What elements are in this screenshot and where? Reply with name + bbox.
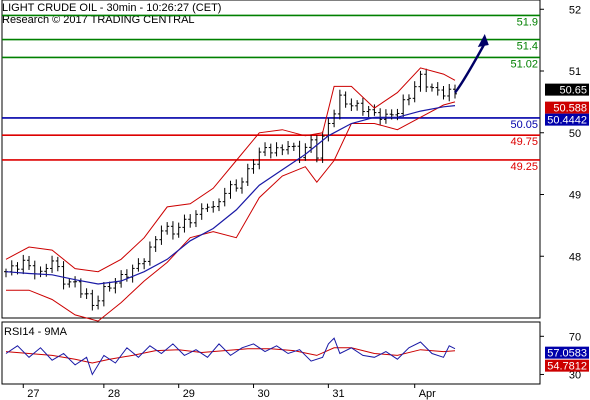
rsi-tick-label: 30 [569, 369, 581, 381]
upper-band-badge: 50.588 [553, 103, 587, 115]
date-label: 27 [27, 388, 39, 400]
rsi-ma-badge: 54.7812 [547, 361, 587, 373]
price-tick-label: 48 [569, 251, 581, 263]
date-label: 31 [332, 388, 344, 400]
level-label-51.4: 51.4 [517, 41, 538, 53]
last-price-badge: 50.65 [559, 85, 587, 97]
moving-average-badge-bg [545, 113, 589, 126]
projection-arrow-shaft [454, 44, 485, 94]
main-plot-frame [1, 0, 541, 319]
level-label-51.02: 51.02 [510, 58, 538, 70]
level-label-51.9: 51.9 [517, 16, 538, 28]
date-label: 28 [108, 388, 120, 400]
price-tick-label: 49 [569, 190, 581, 202]
rsi-tick-label: 70 [569, 331, 581, 343]
date-label: 29 [183, 388, 195, 400]
rsi-plot-frame [1, 321, 541, 385]
date-label: Apr [419, 388, 436, 400]
price-tick-label: 52 [569, 4, 581, 16]
upper-band-badge-bg [545, 101, 589, 114]
level-label-50.05: 50.05 [510, 119, 538, 131]
date-label: 30 [258, 388, 270, 400]
chart-subtitle: Research © 2017 TRADING CENTRAL [2, 14, 195, 26]
level-label-49.75: 49.75 [510, 136, 538, 148]
bollinger-upper-band [5, 67, 456, 273]
chart-title: LIGHT CRUDE OIL - 30min - 10:26:27 (CET) [2, 2, 222, 14]
rsi-value-badge: 57.0583 [547, 348, 587, 360]
price-tick-label: 50 [569, 128, 581, 140]
moving-average-line [5, 105, 456, 285]
projection-arrow-head [477, 34, 489, 48]
level-label-49.25: 49.25 [510, 161, 538, 173]
moving-average-badge: 50.4442 [547, 115, 587, 127]
rsi-title: RSI14 - 9MA [4, 326, 68, 338]
rsi-ma-line [5, 347, 456, 364]
rsi-line [5, 337, 456, 376]
price-tick-label: 51 [569, 66, 581, 78]
rsi-value-badge-bg [545, 346, 589, 359]
rsi-ma-badge-bg [545, 359, 589, 372]
bollinger-lower-band [6, 101, 456, 322]
last-price-badge-bg [545, 83, 589, 96]
